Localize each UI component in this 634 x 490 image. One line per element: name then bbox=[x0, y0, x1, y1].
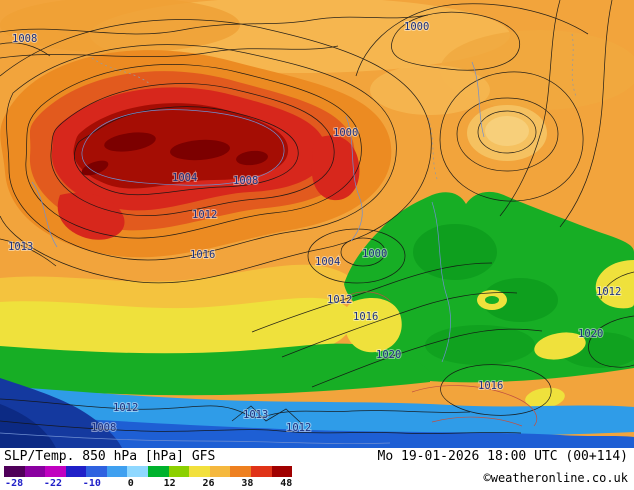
contour-labels: 1008 1000 1000 1004 1008 1012 1013 1016 1004 1000… bbox=[7, 20, 622, 435]
scale-color-segment bbox=[271, 466, 293, 477]
weather-map-svg: 1008 1000 1000 1004 1008 1012 1013 1016 1004 1000… bbox=[0, 0, 634, 448]
scale-tick-label: 12 bbox=[163, 478, 176, 489]
isotherm-lines-red bbox=[346, 291, 538, 427]
scale-color-segment bbox=[230, 466, 251, 477]
coastline-layer bbox=[91, 33, 577, 183]
isobar-label: 1020 bbox=[578, 328, 603, 340]
scale-color-segment bbox=[148, 466, 169, 477]
scale-color-segment bbox=[4, 466, 25, 477]
isobar-label: 1013 bbox=[8, 241, 33, 253]
map-area: 1008 1000 1000 1004 1008 1012 1013 1016 1004 1000… bbox=[0, 0, 634, 448]
scale-color-segment bbox=[24, 466, 46, 477]
isobar-label: 1020 bbox=[376, 349, 401, 361]
scale-tick-label: -10 bbox=[82, 478, 101, 489]
isobar-label: 1008 bbox=[12, 33, 37, 45]
isobar-label: 1012 bbox=[113, 402, 138, 414]
footer-bar: SLP/Temp. 850 hPa [hPa] GFS Mo 19-01-202… bbox=[0, 448, 634, 490]
isobar-label: 1000 bbox=[362, 248, 387, 260]
isobar-lines bbox=[0, 0, 634, 434]
temperature-scale-bar bbox=[4, 466, 293, 477]
isobar-label: 1012 bbox=[192, 209, 217, 221]
scale-color-segment bbox=[168, 466, 190, 477]
scale-tick-label: 26 bbox=[202, 478, 215, 489]
scale-color-segment bbox=[189, 466, 210, 477]
scale-tick-label: 38 bbox=[241, 478, 254, 489]
isobar-label: 1016 bbox=[190, 249, 215, 261]
isobar-label: 1008 bbox=[233, 175, 258, 187]
copyright-label: ©weatheronline.co.uk bbox=[483, 471, 629, 485]
isobar-label: 1000 bbox=[333, 127, 358, 139]
scale-tick-label: -28 bbox=[5, 478, 24, 489]
isobar-label: 1012 bbox=[286, 422, 311, 434]
scale-color-segment bbox=[250, 466, 272, 477]
scale-color-segment bbox=[106, 466, 128, 477]
isobar-label: 1016 bbox=[353, 311, 378, 323]
isobar-label: 1008 bbox=[91, 422, 116, 434]
temperature-fill-layer bbox=[0, 0, 634, 448]
scale-color-segment bbox=[86, 466, 107, 477]
isobar-label: 1004 bbox=[172, 172, 197, 184]
scale-color-segment bbox=[45, 466, 66, 477]
isobar-label: 1016 bbox=[478, 380, 503, 392]
isobar-label: 1000 bbox=[404, 21, 429, 33]
scale-tick-label: -22 bbox=[43, 478, 62, 489]
scale-color-segment bbox=[209, 466, 231, 477]
scale-tick-label: 48 bbox=[280, 478, 293, 489]
scale-tick-label: 0 bbox=[127, 478, 134, 489]
isobar-label: 1013 bbox=[243, 409, 268, 421]
isotherm-lines-blue bbox=[0, 61, 485, 444]
isobar-label: 1012 bbox=[596, 286, 621, 298]
isobar-label: 1012 bbox=[327, 294, 352, 306]
scale-color-segment bbox=[127, 466, 149, 477]
isobar-label: 1004 bbox=[315, 256, 340, 268]
datetime-label: Mo 19-01-2026 18:00 UTC (00+114) bbox=[377, 449, 628, 464]
temperature-scale-ticks: -28 -22 -10 0 12 26 38 48 bbox=[4, 478, 292, 490]
map-title: SLP/Temp. 850 hPa [hPa] GFS bbox=[4, 449, 216, 464]
scale-color-segment bbox=[65, 466, 87, 477]
